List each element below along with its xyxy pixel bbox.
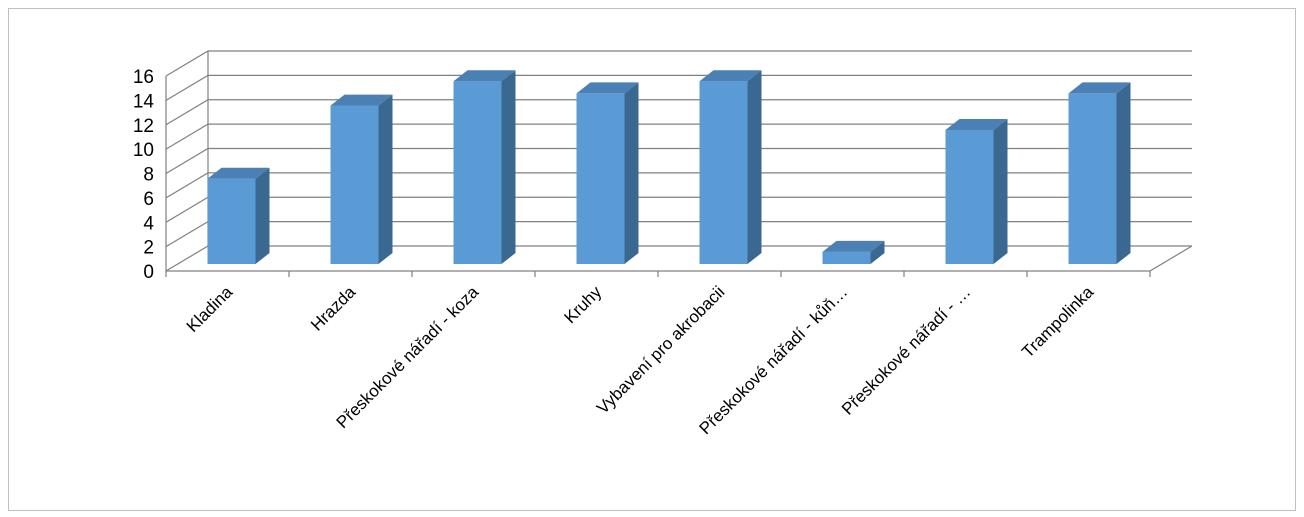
y-tick-label: 2	[143, 238, 154, 259]
bars	[207, 70, 1131, 264]
bar-side	[747, 70, 762, 264]
gridline	[165, 123, 1192, 150]
bar-front	[330, 105, 379, 264]
y-tick-label: 8	[143, 165, 154, 186]
x-tick-label: Hrazda	[307, 282, 360, 335]
gridline	[165, 74, 1192, 101]
gridline	[165, 196, 1192, 223]
bar	[822, 240, 885, 264]
gridline	[165, 99, 1192, 126]
y-tick-label: 16	[133, 67, 154, 88]
bar-side	[993, 118, 1008, 264]
bar-top	[1068, 82, 1131, 94]
bar-front	[945, 129, 994, 264]
axes	[165, 76, 1151, 277]
y-tick-labels: 0 2 4 6 8 10 12 14 16	[133, 67, 155, 283]
bar-top	[453, 70, 516, 82]
bar-top	[576, 82, 639, 94]
bar-side	[255, 167, 270, 264]
x-tick-label: Přeskokové nářadí - koza	[333, 282, 483, 432]
y-tick-label: 6	[143, 189, 154, 210]
x-tick-label: Kruhy	[560, 282, 605, 327]
bar-top	[699, 70, 762, 82]
bar-side	[378, 94, 393, 264]
bar-front	[207, 178, 256, 264]
bar	[945, 118, 1008, 264]
y-tick-label: 10	[133, 140, 154, 161]
gridline	[165, 245, 1192, 272]
gridline	[165, 147, 1192, 175]
bar	[207, 167, 270, 264]
bar	[330, 94, 393, 264]
bar-side	[501, 70, 516, 264]
bar	[1068, 82, 1131, 264]
x-tick-label: Přeskokové nářadí - …	[838, 282, 974, 418]
bar-top	[822, 240, 885, 252]
bar	[453, 70, 516, 264]
x-tick-label: Trampolinka	[1018, 282, 1098, 362]
x-tick-label: Vybavení pro akrobacii	[593, 282, 728, 417]
bar-top	[207, 167, 270, 179]
gridline	[165, 172, 1192, 199]
y-tick-label: 4	[143, 213, 154, 234]
bar-front	[699, 81, 748, 264]
bar	[576, 82, 639, 264]
gridline	[165, 50, 1192, 77]
bar-side	[870, 240, 885, 264]
bar-top	[945, 118, 1008, 130]
gridline	[165, 221, 1192, 248]
floor-edge	[1149, 245, 1193, 272]
bar-top	[330, 94, 393, 106]
gridlines	[165, 50, 1193, 272]
bar-side	[1116, 82, 1131, 264]
bar-side	[624, 82, 639, 264]
bar-front	[822, 251, 871, 264]
bar	[699, 70, 762, 264]
bar-front	[576, 93, 625, 264]
y-tick-label: 0	[143, 262, 154, 283]
bar-front	[1068, 93, 1117, 264]
x-tick-label: Kladina	[183, 282, 237, 336]
bar-front	[453, 81, 502, 264]
x-tick-label: Přeskokové nářadí - kůň…	[696, 282, 852, 438]
y-tick-label: 14	[133, 91, 155, 112]
y-tick-label: 12	[133, 116, 154, 137]
